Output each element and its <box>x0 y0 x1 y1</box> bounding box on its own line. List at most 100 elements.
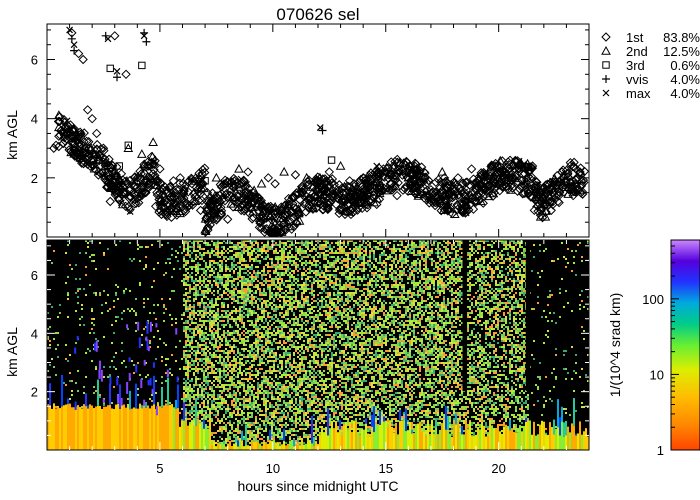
noise-pixel <box>265 338 267 340</box>
noise-pixel <box>261 306 263 308</box>
noise-pixel <box>253 276 255 278</box>
noise-pixel <box>267 280 269 282</box>
legend-percent: 0.6% <box>670 58 700 73</box>
cloud-base-marker <box>315 189 326 199</box>
noise-pixel <box>223 310 225 312</box>
noise-pixel <box>227 436 229 438</box>
noise-pixel <box>185 320 187 322</box>
noise-pixel <box>155 392 157 394</box>
noise-pixel <box>203 296 205 298</box>
cloud-base-marker <box>226 198 236 208</box>
noise-pixel <box>209 306 211 308</box>
noise-pixel <box>219 270 221 272</box>
noise-pixel <box>225 268 227 270</box>
noise-pixel <box>235 310 237 312</box>
noise-pixel <box>211 250 213 252</box>
noise-pixel <box>271 306 273 308</box>
noise-pixel <box>207 362 209 364</box>
noise-pixel <box>265 426 267 428</box>
noise-pixel <box>53 338 55 340</box>
noise-pixel <box>215 360 217 362</box>
noise-pixel <box>243 408 245 410</box>
noise-pixel <box>201 302 203 304</box>
cloud-base-marker <box>255 218 265 228</box>
cloud-base-marker <box>255 212 265 222</box>
noise-pixel <box>197 370 199 372</box>
noise-pixel <box>227 422 229 424</box>
noise-pixel <box>233 374 235 376</box>
cloud-base-marker <box>410 164 420 175</box>
noise-pixel <box>255 422 257 424</box>
noise-pixel <box>231 312 233 314</box>
cloud-base-marker <box>184 201 194 211</box>
noise-pixel <box>251 284 253 286</box>
noise-pixel <box>227 318 229 320</box>
cloud-base-marker <box>265 210 276 220</box>
noise-pixel <box>243 268 245 270</box>
noise-pixel <box>215 280 217 282</box>
noise-pixel <box>195 256 197 258</box>
noise-pixel <box>241 354 243 356</box>
noise-pixel <box>199 302 201 304</box>
data-point-plus <box>67 34 76 43</box>
noise-pixel <box>215 332 217 334</box>
cloud-base-marker <box>216 188 227 199</box>
noise-pixel <box>247 288 249 290</box>
noise-pixel <box>203 322 205 324</box>
noise-pixel <box>275 404 277 406</box>
noise-pixel <box>255 296 257 298</box>
noise-pixel <box>115 368 117 370</box>
noise-pixel <box>273 310 275 312</box>
noise-pixel <box>219 294 221 296</box>
noise-pixel <box>103 252 105 254</box>
noise-pixel <box>211 400 213 402</box>
noise-pixel <box>213 310 215 312</box>
noise-pixel <box>209 380 211 382</box>
noise-pixel <box>223 390 225 392</box>
noise-pixel <box>257 334 259 336</box>
noise-pixel <box>231 266 233 268</box>
noise-pixel <box>209 414 211 416</box>
noise-pixel <box>221 386 223 388</box>
cloud-base-marker <box>139 159 149 170</box>
cloud-base-marker <box>525 162 535 172</box>
cloud-base-marker <box>343 185 353 196</box>
noise-pixel <box>259 424 261 426</box>
noise-pixel <box>239 320 241 322</box>
noise-pixel <box>139 374 141 376</box>
noise-pixel <box>249 266 251 268</box>
noise-pixel <box>171 324 173 326</box>
noise-pixel <box>257 430 259 432</box>
noise-pixel <box>251 408 253 410</box>
noise-pixel <box>193 310 195 312</box>
noise-pixel <box>211 420 213 422</box>
noise-pixel <box>217 396 219 398</box>
noise-pixel <box>229 326 231 328</box>
noise-pixel <box>187 298 189 300</box>
noise-pixel <box>197 310 199 312</box>
noise-pixel <box>255 438 257 440</box>
noise-pixel <box>269 406 271 408</box>
cloud-base-marker <box>81 136 92 147</box>
noise-pixel <box>169 402 171 404</box>
noise-pixel <box>187 322 189 324</box>
noise-pixel <box>197 264 199 266</box>
cloud-base-marker <box>361 184 371 194</box>
noise-pixel <box>267 420 269 422</box>
noise-pixel <box>279 286 281 288</box>
noise-pixel <box>231 396 233 398</box>
noise-pixel <box>199 358 201 360</box>
cloud-base-marker <box>524 167 534 177</box>
noise-pixel <box>211 312 213 314</box>
noise-pixel <box>237 436 239 438</box>
noise-pixel <box>205 392 207 394</box>
noise-pixel <box>263 270 265 272</box>
noise-pixel <box>203 390 205 392</box>
noise-pixel <box>271 318 273 320</box>
noise-pixel <box>273 438 275 440</box>
noise-pixel <box>219 374 221 376</box>
noise-pixel <box>229 384 231 386</box>
cloud-base-marker <box>522 172 533 182</box>
noise-pixel <box>217 316 219 318</box>
noise-pixel <box>243 420 245 422</box>
